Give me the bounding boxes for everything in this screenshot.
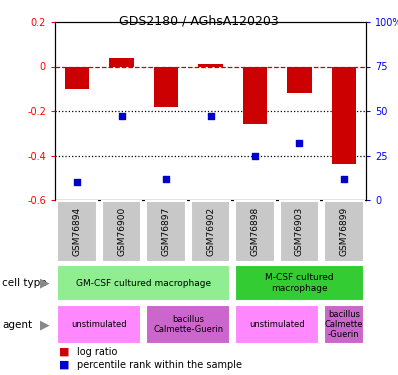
Text: unstimulated: unstimulated [72, 320, 127, 329]
Bar [146, 305, 230, 344]
Text: cell type: cell type [2, 278, 47, 288]
Text: GSM76898: GSM76898 [250, 207, 259, 256]
Bar [65, 66, 90, 89]
Point [207, 113, 214, 119]
Text: GSM76902: GSM76902 [206, 207, 215, 256]
Point [252, 153, 258, 159]
Point [163, 176, 169, 181]
Point [74, 179, 80, 185]
Text: GM-CSF cultured macrophage: GM-CSF cultured macrophage [76, 279, 211, 288]
Bar [109, 58, 134, 66]
Bar [287, 66, 312, 93]
Bar [57, 201, 97, 262]
Bar [154, 66, 178, 106]
Text: GDS2180 / AGhsA120203: GDS2180 / AGhsA120203 [119, 15, 279, 28]
Bar [324, 201, 363, 262]
Point [296, 140, 302, 146]
Bar [332, 66, 356, 164]
Bar [198, 64, 223, 66]
Text: GSM76897: GSM76897 [162, 207, 171, 256]
Point [341, 176, 347, 181]
Text: M-CSF cultured
macrophage: M-CSF cultured macrophage [265, 273, 334, 293]
Text: bacillus
Calmette
-Guerin: bacillus Calmette -Guerin [324, 310, 363, 339]
Text: GSM76903: GSM76903 [295, 207, 304, 256]
Bar [191, 201, 230, 262]
Text: unstimulated: unstimulated [249, 320, 305, 329]
Text: percentile rank within the sample: percentile rank within the sample [77, 360, 242, 370]
Text: bacillus
Calmette-Guerin: bacillus Calmette-Guerin [153, 315, 223, 334]
Bar [235, 201, 275, 262]
Bar [235, 265, 363, 302]
Text: agent: agent [2, 320, 32, 330]
Text: ▶: ▶ [40, 318, 50, 331]
Bar [102, 201, 141, 262]
Bar [280, 201, 319, 262]
Text: GSM76899: GSM76899 [339, 207, 348, 256]
Bar [57, 305, 141, 344]
Text: ▶: ▶ [40, 276, 50, 290]
Text: GSM76894: GSM76894 [73, 207, 82, 256]
Bar [235, 305, 319, 344]
Bar [324, 305, 363, 344]
Bar [57, 265, 230, 302]
Text: GSM76900: GSM76900 [117, 207, 126, 256]
Point [119, 113, 125, 119]
Bar [146, 201, 186, 262]
Text: log ratio: log ratio [77, 347, 117, 357]
Text: ■: ■ [59, 360, 70, 370]
Text: ■: ■ [59, 347, 70, 357]
Bar [243, 66, 267, 124]
